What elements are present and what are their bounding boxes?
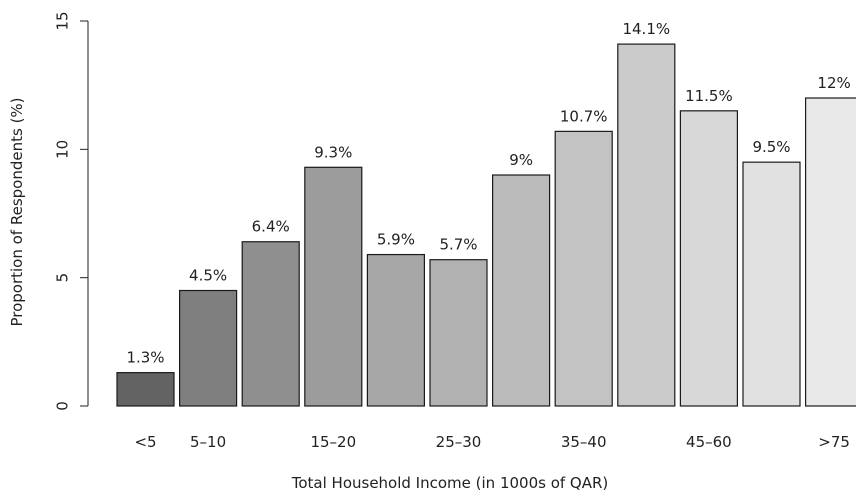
y-axis: 0 5 10 15 (53, 11, 89, 411)
x-tick-labels: <5 5–10 15–20 25–30 35–40 45–60 >75 (134, 433, 849, 451)
x-tick-label: <5 (134, 433, 156, 451)
bar-value-label: 4.5% (189, 267, 227, 285)
y-tick-label: 5 (53, 273, 71, 283)
bar (679, 110, 739, 407)
x-tick-label: 25–30 (436, 433, 482, 451)
bar-value-label: 6.4% (252, 218, 290, 236)
bar (116, 372, 175, 407)
x-tick-label: 15–20 (310, 433, 356, 451)
x-tick-label: 45–60 (686, 433, 732, 451)
bar (804, 97, 856, 407)
bar-value-label: 1.3% (126, 349, 164, 367)
bar (366, 253, 425, 407)
bar (554, 130, 613, 407)
bar-value-label: 5.9% (377, 231, 415, 249)
x-tick-label: 5–10 (190, 433, 226, 451)
bar (304, 166, 363, 407)
bar-value-label: 10.7% (560, 107, 608, 125)
bar-value-label: 14.1% (622, 20, 670, 38)
bar (742, 161, 801, 407)
bar-value-label: 11.5% (685, 87, 733, 105)
y-axis-title: Proportion of Respondents (%) (8, 97, 26, 326)
bar-value-label: 9% (509, 151, 533, 169)
bar-value-labels: 1.3% 4.5% 6.4% 9.3% 5.9% 5.7% 9% 10.7% 14.1% 11.5… (126, 20, 850, 367)
x-tick-label: >75 (818, 433, 850, 451)
bar-value-label: 12% (817, 74, 850, 92)
bars (116, 43, 856, 407)
x-axis-title: Total Household Income (in 1000s of QAR) (291, 474, 609, 492)
bar-value-label: 5.7% (439, 236, 477, 254)
bar (492, 174, 551, 407)
bar-value-label: 9.3% (314, 143, 352, 161)
y-tick-label: 0 (53, 401, 71, 411)
bar (429, 259, 488, 407)
bar (179, 289, 238, 407)
y-tick-label: 10 (53, 140, 71, 159)
y-tick-label: 15 (53, 11, 71, 30)
bar-value-label: 9.5% (752, 138, 790, 156)
bar (617, 43, 676, 407)
bar (241, 241, 300, 407)
x-tick-label: 35–40 (561, 433, 607, 451)
